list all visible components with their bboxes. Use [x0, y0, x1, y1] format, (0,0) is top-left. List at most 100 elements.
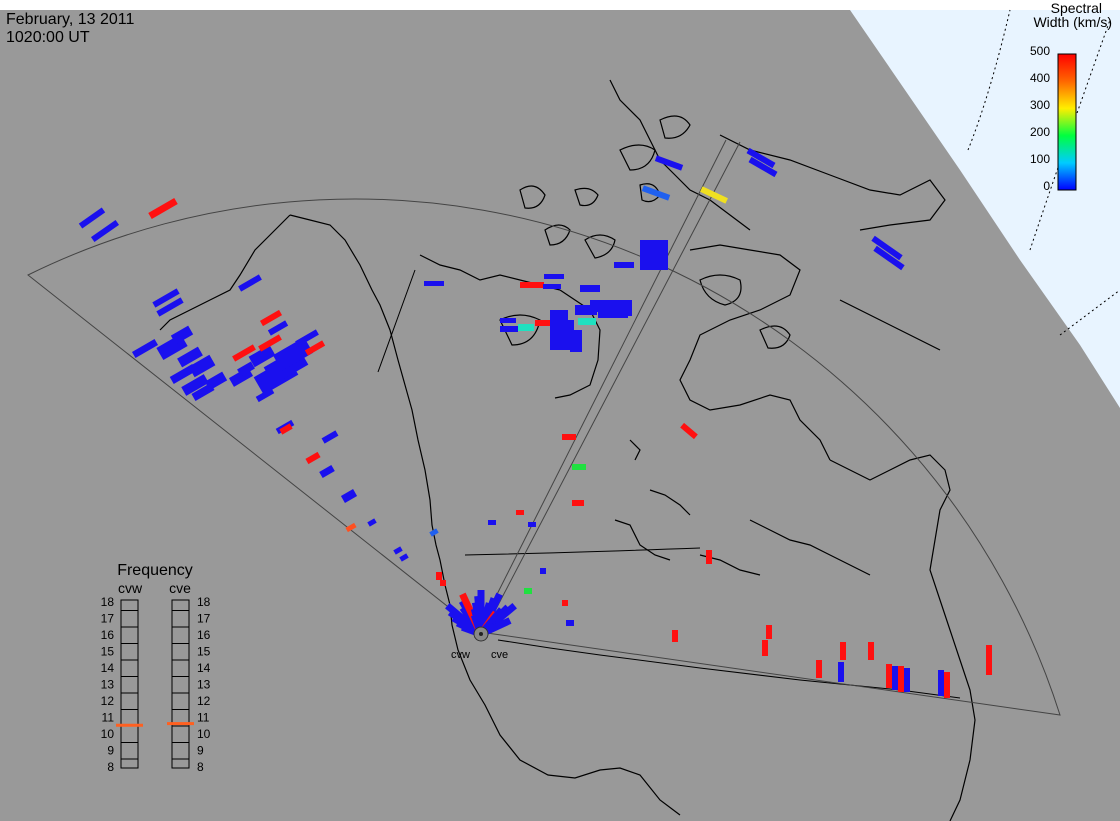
- scatter-cell: [892, 666, 898, 690]
- scatter-cell: [237, 361, 255, 377]
- colorbar: Spectral Width (km/s) 500 400 300 200 10…: [1030, 0, 1112, 193]
- frequency-tick-left: 15: [101, 645, 115, 659]
- scatter-cell: [540, 568, 546, 574]
- colorbar-tick-0: 0: [1043, 179, 1050, 193]
- scatter-cell: [255, 387, 275, 403]
- frequency-title: Frequency: [117, 562, 193, 579]
- scatter-cell: [345, 522, 357, 533]
- coastlines: [159, 79, 976, 821]
- colorbar-tick-100: 100: [1030, 152, 1050, 166]
- scatter-cell: [578, 318, 596, 325]
- scatter-cell: [838, 662, 844, 682]
- scatter-cell: [590, 300, 610, 312]
- frequency-tick-right: 10: [197, 727, 211, 741]
- radar-label-east: cve: [491, 649, 508, 661]
- scatter-cell: [436, 572, 442, 580]
- scatter-cell: [232, 344, 256, 362]
- scatter-cell: [181, 374, 209, 396]
- beam-lines: [477, 139, 741, 633]
- frequency-tick-right: 8: [197, 760, 204, 774]
- scatter-cell: [188, 354, 216, 378]
- scatter-cell: [566, 620, 574, 626]
- scatter-cell: [840, 642, 846, 660]
- frequency-tick-right: 17: [197, 612, 211, 626]
- scatter-cell: [429, 528, 439, 537]
- scatter-cell: [562, 434, 576, 440]
- scatter-cell: [640, 240, 668, 270]
- frequency-marker-west: [116, 723, 143, 727]
- scatter-cell: [518, 324, 534, 331]
- scatter-cell: [169, 364, 197, 384]
- scatter-cell: [544, 274, 564, 279]
- scatter-cell: [399, 553, 409, 562]
- colorbar-gradient: [1057, 53, 1077, 191]
- frequency-tick-right: 15: [197, 645, 211, 659]
- scatter-cell: [305, 451, 321, 465]
- frequency-tick-right: 9: [197, 744, 204, 758]
- scatter-cell: [295, 329, 319, 347]
- scatter-cell: [580, 285, 600, 292]
- frequency-panel: Frequency cvw cve 18 18 17 17 16 16 15 15 14 14 13…: [101, 562, 211, 774]
- scatter-cell: [572, 500, 584, 506]
- frequency-marker-east: [167, 722, 194, 726]
- frequency-tick-left: 11: [102, 711, 115, 725]
- scatter-cell: [748, 156, 778, 178]
- frequency-tick-right: 13: [197, 678, 211, 692]
- scatter-cell: [944, 672, 950, 698]
- frequency-tick-left: 10: [101, 727, 115, 741]
- scatter-cell: [672, 630, 678, 642]
- frequency-tick-left: 17: [101, 612, 115, 626]
- frequency-tick-left: 14: [101, 661, 115, 675]
- scatter-cell: [610, 300, 632, 316]
- scatter-cell: [904, 668, 910, 692]
- scatter-cell: [393, 546, 403, 555]
- colorbar-title-line2: Width (km/s): [1033, 14, 1112, 30]
- scatter-cell: [78, 207, 106, 229]
- scatter-cell: [886, 664, 892, 688]
- frequency-tick-right: 18: [197, 595, 211, 609]
- date-label: February, 13 2011: [6, 11, 134, 28]
- scatter-cell: [938, 670, 944, 696]
- scatter-cell: [152, 288, 180, 308]
- frequency-tick-left: 18: [101, 595, 115, 609]
- scatter-cell: [614, 262, 634, 268]
- scatter-cell: [340, 489, 358, 503]
- frequency-east-label: cve: [169, 580, 191, 596]
- scatter-cell: [279, 423, 293, 435]
- radar-sites: cvw cve: [451, 626, 508, 661]
- scatter-cell: [259, 309, 283, 327]
- radar-label-west: cvw: [451, 649, 470, 661]
- scatter-cell: [572, 464, 586, 470]
- scatter-cell: [440, 580, 446, 586]
- time-label: 1020:00 UT: [6, 29, 90, 46]
- scatter-cell: [319, 464, 335, 479]
- colorbar-tick-200: 200: [1030, 125, 1050, 139]
- scatter-cell: [654, 155, 684, 171]
- scatter-cell: [500, 326, 518, 332]
- scatter-cell: [746, 147, 776, 169]
- scatter-cell: [170, 325, 194, 345]
- scatter-cell: [90, 219, 120, 243]
- frequency-tick-left: 9: [107, 744, 114, 758]
- scatter-cells: [78, 147, 992, 698]
- frequency-bar-east: [171, 599, 190, 769]
- scatter-cell: [272, 337, 314, 371]
- scatter-cell: [570, 330, 582, 352]
- scatter-cell: [816, 660, 822, 678]
- scatter-cell: [131, 338, 159, 359]
- scatter-cell: [898, 666, 904, 692]
- frequency-tick-right: 14: [197, 661, 211, 675]
- scatter-cell: [528, 522, 536, 527]
- scatter-cell: [177, 346, 203, 368]
- frequency-tick-right: 11: [197, 711, 210, 725]
- scatter-cell: [148, 197, 178, 220]
- scatter-cell: [156, 297, 184, 317]
- frequency-tick-left: 8: [107, 760, 114, 774]
- scatter-cell: [706, 550, 712, 564]
- frequency-west-label: cvw: [118, 580, 143, 596]
- top-margin: [0, 0, 1120, 10]
- scatter-cell: [488, 520, 496, 525]
- scatter-cell: [516, 510, 524, 515]
- colorbar-title-line1: Spectral: [1051, 0, 1102, 16]
